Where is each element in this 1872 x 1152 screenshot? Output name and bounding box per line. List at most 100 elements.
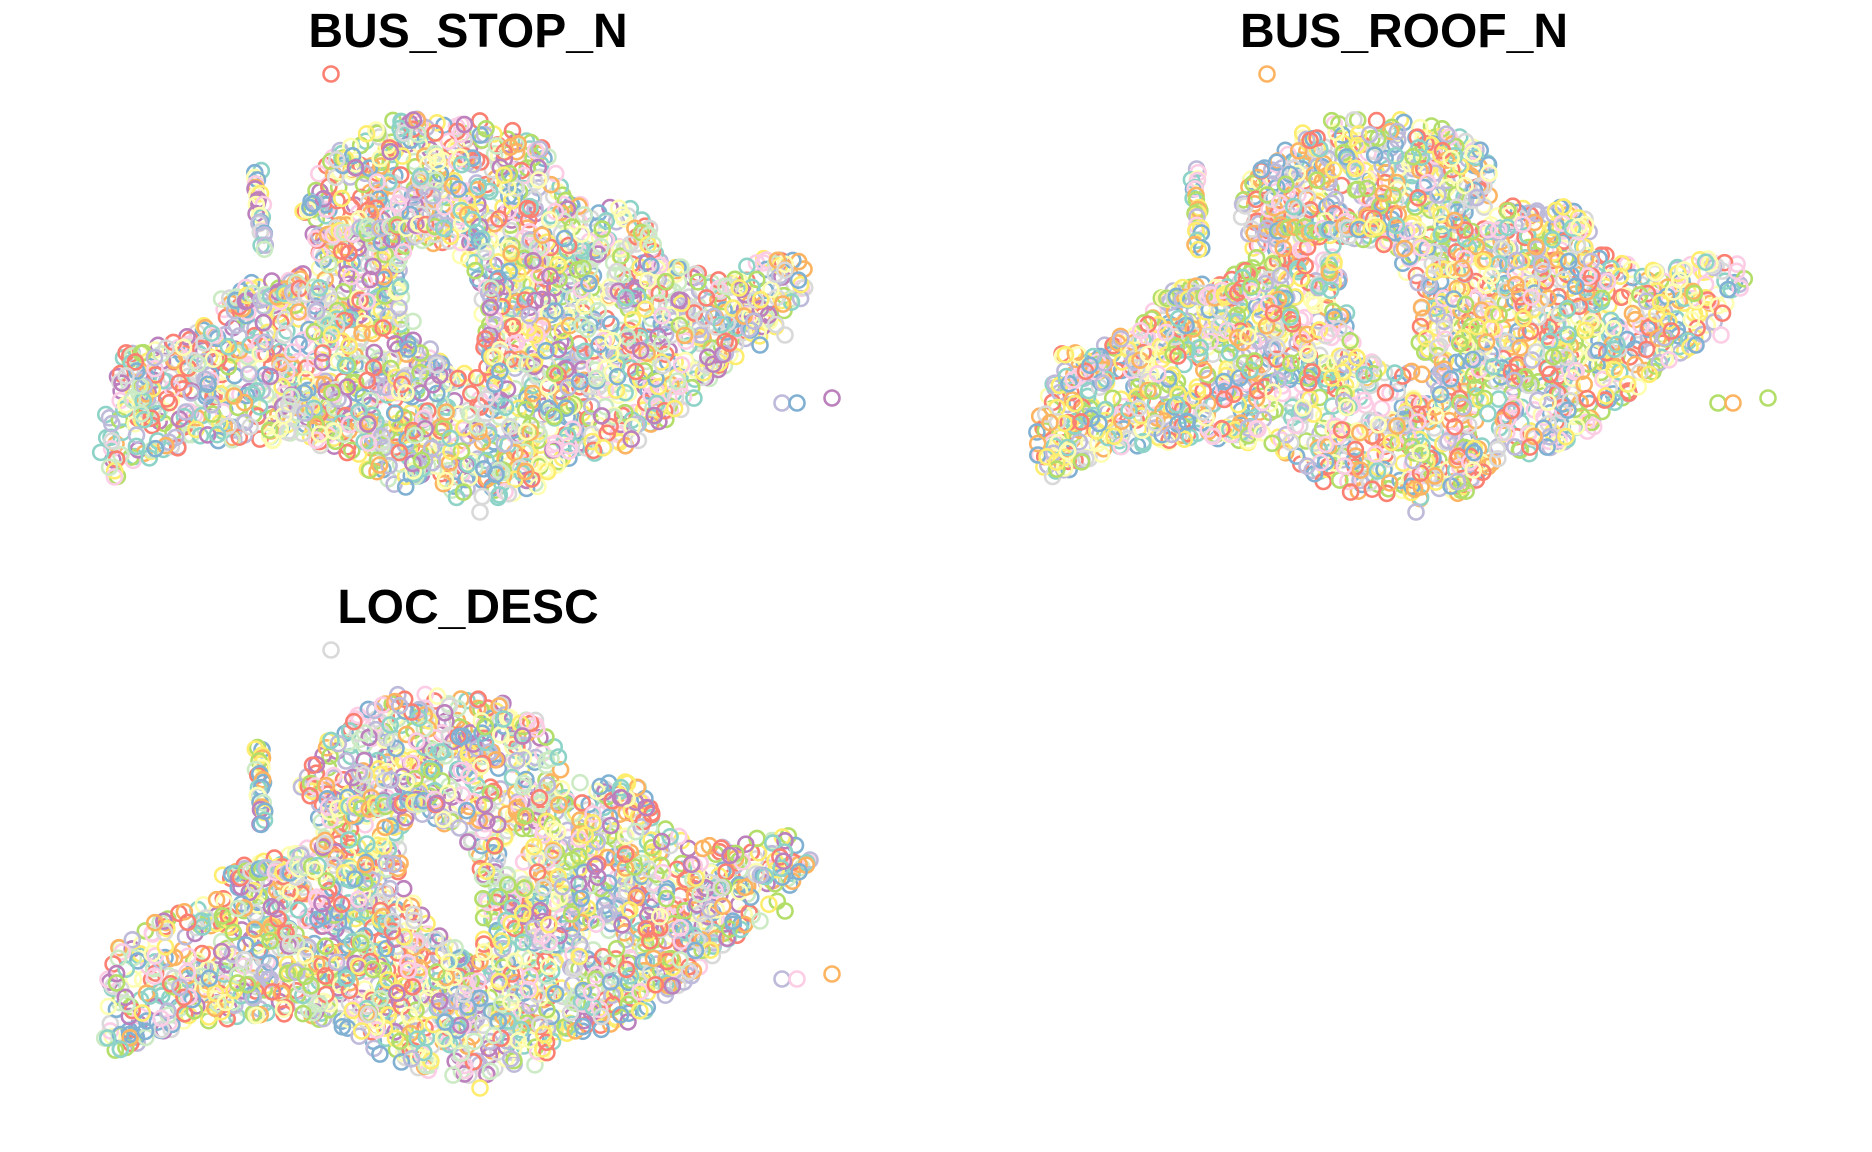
data-point	[1456, 295, 1475, 314]
data-point	[1294, 398, 1312, 417]
data-point	[160, 433, 178, 452]
data-point	[1476, 276, 1495, 295]
data-point	[1322, 194, 1341, 212]
data-point	[503, 237, 521, 255]
data-point	[671, 400, 690, 419]
data-point	[540, 211, 559, 229]
data-point	[477, 390, 495, 408]
data-point	[1144, 382, 1162, 400]
data-point	[1576, 321, 1595, 340]
data-point	[789, 271, 808, 290]
data-point	[661, 306, 680, 324]
data-point	[310, 279, 329, 297]
data-point	[1038, 447, 1056, 466]
data-point	[653, 306, 672, 325]
data-point	[289, 303, 308, 321]
data-point	[597, 212, 616, 230]
data-point	[626, 362, 645, 381]
data-point	[1454, 398, 1472, 416]
data-point	[509, 264, 527, 283]
data-point	[452, 442, 471, 461]
data-point	[1131, 321, 1150, 340]
data-point	[720, 334, 738, 353]
data-point	[1527, 343, 1546, 361]
data-point	[616, 383, 634, 402]
data-point	[1465, 443, 1483, 462]
data-point	[476, 330, 495, 348]
data-point	[1232, 208, 1251, 226]
data-point	[403, 454, 422, 473]
data-point	[649, 327, 667, 345]
data-point	[1139, 345, 1158, 364]
data-point	[1448, 472, 1467, 491]
data-point	[592, 237, 610, 256]
data-point	[102, 439, 121, 458]
data-point	[603, 331, 622, 350]
data-point	[146, 359, 164, 378]
data-point	[1613, 254, 1631, 273]
data-point	[1394, 454, 1413, 473]
point-map-plot	[91, 65, 841, 521]
data-point	[393, 375, 411, 394]
data-point	[1629, 378, 1648, 396]
data-point	[1484, 357, 1503, 376]
data-point	[1072, 413, 1090, 431]
data-point	[1445, 211, 1464, 230]
data-point	[376, 245, 394, 264]
data-point	[1525, 427, 1543, 446]
data-point	[1514, 309, 1533, 328]
data-point	[1445, 417, 1464, 436]
data-point	[1452, 259, 1471, 278]
data-point	[1239, 432, 1258, 450]
data-point	[549, 256, 567, 274]
data-point	[1337, 148, 1356, 166]
data-point	[1048, 460, 1066, 478]
data-point	[332, 189, 351, 208]
data-point	[1560, 360, 1579, 379]
data-point	[204, 350, 223, 369]
data-point	[613, 406, 632, 425]
data-point	[1605, 360, 1624, 379]
data-point	[441, 429, 460, 448]
data-point	[395, 124, 414, 142]
data-point	[1250, 332, 1268, 351]
data-point	[103, 414, 121, 433]
data-point	[464, 381, 483, 400]
data-point	[1387, 216, 1406, 235]
data-point	[343, 147, 362, 165]
data-point	[404, 331, 423, 350]
data-point	[1618, 330, 1636, 349]
data-point	[611, 239, 629, 258]
data-point	[1474, 252, 1492, 271]
data-point	[1493, 423, 1512, 442]
data-point	[1516, 248, 1535, 267]
data-point	[1182, 170, 1201, 189]
data-point	[1395, 239, 1414, 258]
data-point	[1435, 319, 1454, 338]
data-point	[724, 299, 742, 317]
data-point	[1249, 420, 1267, 438]
data-point	[1408, 405, 1427, 424]
data-point	[1166, 328, 1184, 346]
data-point	[412, 451, 431, 470]
data-point	[1579, 267, 1597, 285]
data-point	[623, 417, 642, 436]
data-point	[293, 424, 312, 443]
data-point	[467, 368, 486, 387]
data-point	[1431, 385, 1450, 404]
data-point	[1232, 279, 1251, 298]
data-point	[1194, 403, 1213, 421]
data-point	[1719, 280, 1737, 299]
data-point	[639, 226, 658, 244]
data-point	[674, 387, 693, 406]
data-point	[1341, 331, 1360, 350]
data-point	[1428, 305, 1446, 324]
data-point	[492, 297, 511, 316]
data-point	[1239, 327, 1257, 346]
data-point	[1169, 385, 1187, 404]
data-point	[587, 369, 606, 388]
data-point	[1759, 389, 1777, 407]
map-panel-bus-roof-n: BUS_ROOF_N	[936, 0, 1872, 576]
data-point	[1460, 453, 1479, 471]
data-point	[608, 367, 627, 386]
